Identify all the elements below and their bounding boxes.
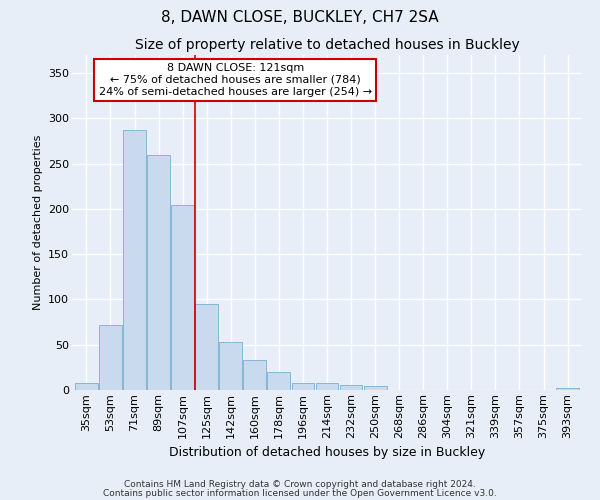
Bar [364,386,386,390]
Bar [99,325,122,390]
Title: Size of property relative to detached houses in Buckley: Size of property relative to detached ho… [134,38,520,52]
Text: Contains HM Land Registry data © Crown copyright and database right 2024.: Contains HM Land Registry data © Crown c… [124,480,476,489]
Text: 8, DAWN CLOSE, BUCKLEY, CH7 2SA: 8, DAWN CLOSE, BUCKLEY, CH7 2SA [161,10,439,25]
Bar [171,206,194,390]
Bar [75,383,98,390]
Bar [195,304,218,390]
Text: 8 DAWN CLOSE: 121sqm
← 75% of detached houses are smaller (784)
24% of semi-deta: 8 DAWN CLOSE: 121sqm ← 75% of detached h… [98,64,372,96]
Bar [292,383,314,390]
Bar [340,386,362,390]
Bar [268,372,290,390]
Bar [316,383,338,390]
Bar [244,360,266,390]
Text: Contains public sector information licensed under the Open Government Licence v3: Contains public sector information licen… [103,488,497,498]
Bar [220,342,242,390]
Bar [123,130,146,390]
Bar [556,388,579,390]
X-axis label: Distribution of detached houses by size in Buckley: Distribution of detached houses by size … [169,446,485,459]
Y-axis label: Number of detached properties: Number of detached properties [32,135,43,310]
Bar [147,156,170,390]
